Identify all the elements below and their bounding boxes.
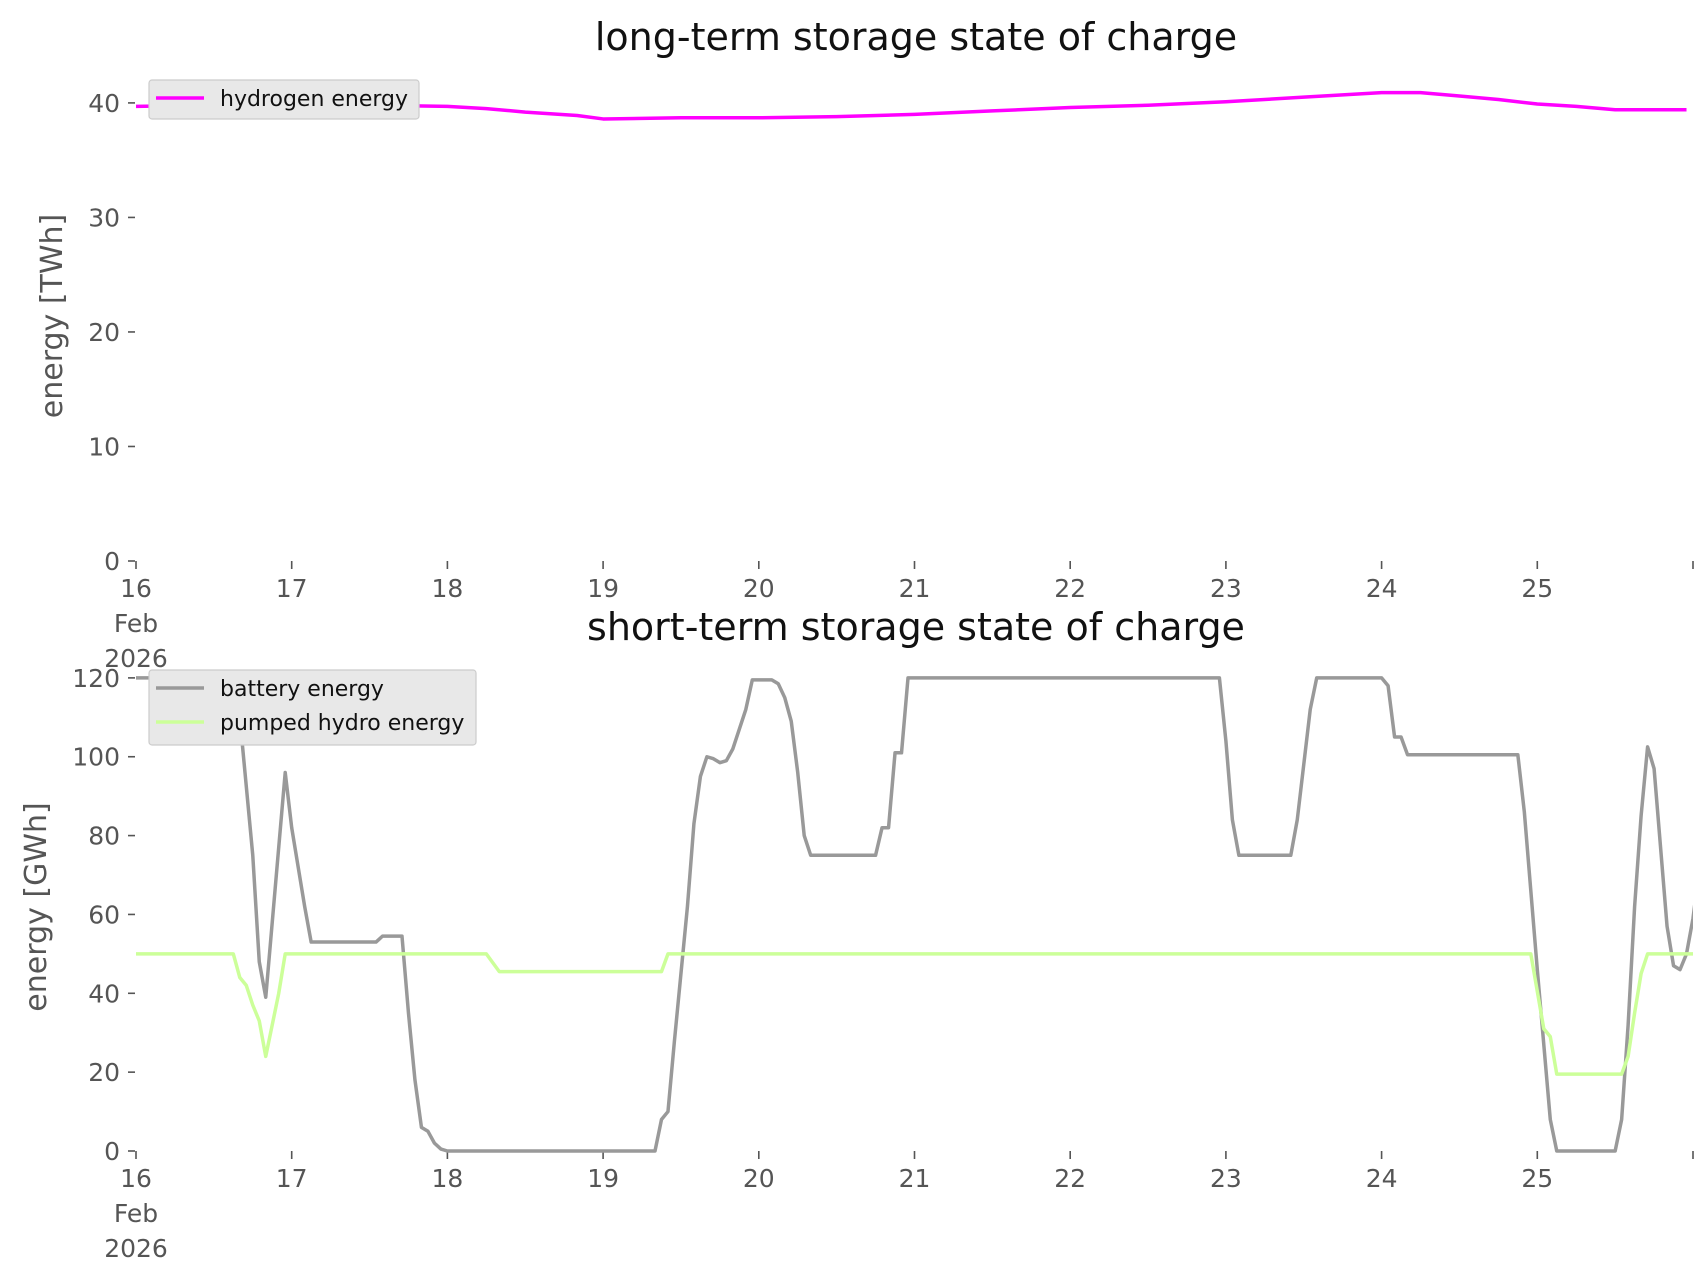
y-axis-label: energy [GWh] — [19, 802, 54, 1011]
y-tick-label: 0 — [104, 547, 120, 576]
x-tick-label: 24 — [1366, 574, 1398, 603]
x-tick-label: 23 — [1210, 1164, 1242, 1193]
x-tick-label: Feb — [114, 609, 158, 638]
series-group — [136, 90, 1687, 121]
x-tick-label: 17 — [276, 1164, 308, 1193]
chart-title: long-term storage state of charge — [595, 15, 1237, 59]
y-tick-label: 40 — [88, 89, 120, 118]
y-tick-label: 0 — [104, 1137, 120, 1166]
x-tick-label: 16 — [120, 1164, 152, 1193]
x-axis-ticks: 16 Feb 2026 17 18 19 20 21 22 23 24 25 — [104, 561, 1694, 673]
x-tick-label: 18 — [431, 574, 463, 603]
x-tick-label: 18 — [431, 1164, 463, 1193]
x-tick-label: 16 — [120, 574, 152, 603]
legend-label-hydrogen-energy: hydrogen energy — [220, 87, 408, 112]
x-tick-label: 2026 — [104, 644, 168, 673]
x-tick-label: 22 — [1054, 1164, 1086, 1193]
legend: hydrogen energy — [148, 79, 420, 120]
x-tick-label: 19 — [587, 1164, 619, 1193]
x-tick-label: 19 — [587, 574, 619, 603]
x-tick-label: 25 — [1521, 1164, 1553, 1193]
chart-title: short-term storage state of charge — [587, 605, 1245, 649]
chart-short-term-storage: short-term storage state of charge energ… — [19, 605, 1694, 1263]
y-tick-label: 80 — [88, 822, 120, 851]
series-line-pumped-hydro-energy — [136, 952, 1693, 1076]
x-tick-label: 2026 — [104, 1234, 168, 1263]
y-tick-label: 10 — [88, 432, 120, 461]
series-line-hydrogen-energy — [136, 90, 1687, 121]
series-line-battery-energy — [136, 676, 1693, 1153]
legend-box — [148, 79, 420, 120]
legend-box — [148, 669, 477, 746]
x-tick-label: 25 — [1521, 574, 1553, 603]
y-tick-label: 20 — [88, 318, 120, 347]
x-tick-label: Feb — [114, 1199, 158, 1228]
x-tick-label: 21 — [899, 574, 931, 603]
legend-label-pumped-hydro-energy: pumped hydro energy — [220, 711, 464, 736]
y-axis-label: energy [TWh] — [35, 214, 70, 418]
y-axis-ticks: 0 10 20 30 40 — [88, 89, 135, 576]
series-group — [136, 676, 1693, 1153]
legend-label-battery-energy: battery energy — [220, 677, 384, 702]
x-tick-label: 20 — [743, 574, 775, 603]
y-tick-label: 40 — [88, 979, 120, 1008]
y-tick-label: 30 — [88, 203, 120, 232]
x-tick-label: 17 — [276, 574, 308, 603]
y-tick-label: 120 — [72, 664, 120, 693]
x-tick-label: 24 — [1366, 1164, 1398, 1193]
y-tick-label: 20 — [88, 1058, 120, 1087]
y-tick-label: 100 — [72, 743, 120, 772]
x-tick-label: 23 — [1210, 574, 1242, 603]
x-tick-label: 21 — [899, 1164, 931, 1193]
y-axis-ticks: 0 20 40 60 80 100 120 — [72, 664, 135, 1166]
chart-long-term-storage: long-term storage state of charge energy… — [35, 15, 1694, 673]
legend: battery energy pumped hydro energy — [148, 669, 477, 746]
y-tick-label: 60 — [88, 900, 120, 929]
x-axis-ticks: 16 Feb 2026 17 18 19 20 21 22 23 24 25 — [104, 1151, 1694, 1263]
x-tick-label: 22 — [1054, 574, 1086, 603]
x-tick-label: 20 — [743, 1164, 775, 1193]
